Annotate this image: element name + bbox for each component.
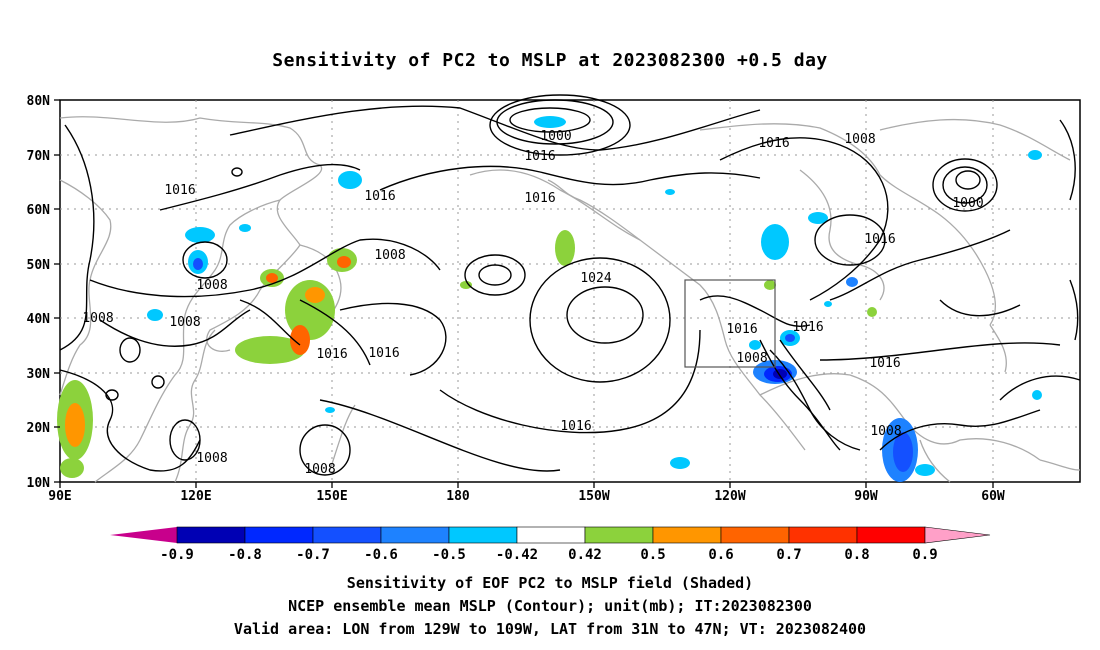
contour-label: 1008 <box>82 311 113 326</box>
lat-tick-label: 30N <box>27 367 51 382</box>
colorbar-label: -0.6 <box>364 547 398 563</box>
colorbar-swatch <box>110 527 177 543</box>
contour-label: 1008 <box>304 462 335 477</box>
colorbar-label: -0.5 <box>432 547 466 563</box>
caption-line-1: Sensitivity of EOF PC2 to MSLP field (Sh… <box>346 574 754 592</box>
lat-tick-label: 80N <box>27 94 51 109</box>
colorbar-swatch <box>652 526 722 544</box>
lat-tick-label: 50N <box>27 258 51 273</box>
lon-tick-label: 90E <box>48 489 71 504</box>
axis-ticks <box>54 99 994 488</box>
mslp-contours <box>59 94 1081 476</box>
contour-label: 1008 <box>196 451 227 466</box>
map-frame <box>59 99 1081 483</box>
caption-line-3: Valid area: LON from 129W to 109W, LAT f… <box>233 620 867 638</box>
lat-tick-label: 20N <box>27 421 51 436</box>
colorbar-swatch <box>380 526 450 544</box>
contour-label: 1008 <box>169 315 200 330</box>
colorbar-swatch <box>584 526 654 544</box>
colorbar-label: 0.8 <box>844 547 869 563</box>
colorbar-swatch <box>244 526 314 544</box>
contour-label-group: 1000 1016 1016 1016 1016 1016 1008 1000 … <box>82 129 983 477</box>
contour-label: 1016 <box>726 322 757 337</box>
lon-tick-label: 150E <box>316 489 347 504</box>
contour-label: 1016 <box>368 346 399 361</box>
contour-label: 1016 <box>864 232 895 247</box>
colorbar-label: -0.8 <box>228 547 262 563</box>
contour-label: 1016 <box>560 419 591 434</box>
positive-sensitivity <box>57 230 877 478</box>
lat-tick-label: 40N <box>27 312 51 327</box>
negative-sensitivity <box>147 116 1042 482</box>
lat-tick-label: 60N <box>27 203 51 218</box>
colorbar-label: -0.42 <box>496 547 538 563</box>
colorbar-swatch <box>924 526 991 544</box>
contour-label: 1000 <box>952 196 983 211</box>
colorbar-label: 0.7 <box>776 547 801 563</box>
lon-tick-label: 120E <box>180 489 211 504</box>
contour-label: 1008 <box>870 424 901 439</box>
contour-label: 1000 <box>540 129 571 144</box>
colorbar-label: 0.9 <box>912 547 937 563</box>
contour-label: 1008 <box>844 132 875 147</box>
latitude-axis: 80N 70N 60N 50N 40N 30N 20N 10N <box>27 94 51 491</box>
lat-tick-label: 70N <box>27 149 51 164</box>
contour-label: 1016 <box>164 183 195 198</box>
contour-label: 1008 <box>736 351 767 366</box>
lon-tick-label: 180 <box>446 489 470 504</box>
contour-label: 1008 <box>196 278 227 293</box>
colorbar-label: 0.5 <box>640 547 665 563</box>
colorbar-label: -0.7 <box>296 547 330 563</box>
colorbar-swatch <box>312 526 382 544</box>
colorbar-swatch <box>720 526 790 544</box>
colorbar-swatch <box>176 526 246 544</box>
contour-label: 1024 <box>580 271 611 286</box>
longitude-axis: 90E 120E 150E 180 150W 120W 90W 60W <box>48 489 1005 504</box>
colorbar-label: -0.9 <box>160 547 194 563</box>
valid-area-box <box>684 279 776 368</box>
colorbar-label: 0.6 <box>708 547 733 563</box>
lon-tick-label: 60W <box>981 489 1005 504</box>
lon-tick-label: 90W <box>854 489 878 504</box>
contour-label: 1016 <box>792 320 823 335</box>
contour-label: 1016 <box>524 191 555 206</box>
colorbar-swatch <box>516 526 586 544</box>
caption-line-2: NCEP ensemble mean MSLP (Contour); unit(… <box>288 597 812 615</box>
colorbar-swatch <box>788 526 858 544</box>
shaded-sensitivity <box>57 116 1042 482</box>
contour-label: 1016 <box>364 189 395 204</box>
lat-tick-label: 10N <box>27 476 51 491</box>
lon-tick-label: 120W <box>714 489 745 504</box>
contour-label: 1016 <box>316 347 347 362</box>
lon-tick-label: 150W <box>578 489 609 504</box>
contour-label: 1016 <box>524 149 555 164</box>
colorbar-label: 0.42 <box>568 547 602 563</box>
contour-label: 1008 <box>374 248 405 263</box>
colorbar-swatch <box>448 526 518 544</box>
contour-label: 1016 <box>758 136 789 151</box>
map-title: Sensitivity of PC2 to MSLP at 2023082300… <box>272 50 828 71</box>
colorbar: -0.9 -0.8 -0.7 -0.6 -0.5 -0.42 0.42 0.5 … <box>110 526 991 563</box>
contour-label: 1016 <box>869 356 900 371</box>
colorbar-swatch <box>856 526 926 544</box>
